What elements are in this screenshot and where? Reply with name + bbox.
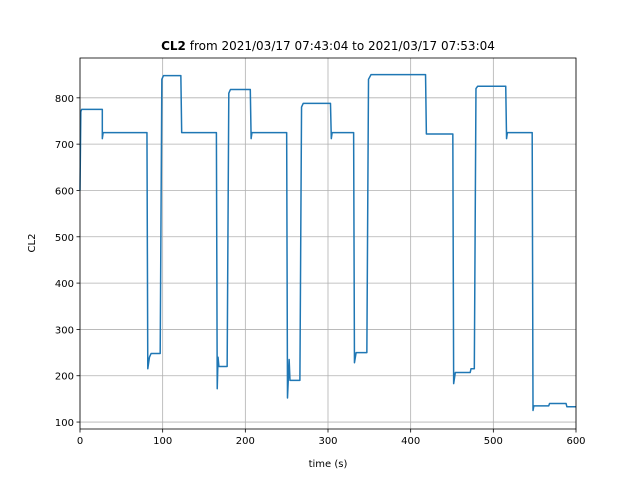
y-tick-label: 700 xyxy=(55,140,74,151)
y-tick-label: 800 xyxy=(55,94,74,105)
y-tick-label: 200 xyxy=(55,372,74,383)
x-tick-label: 100 xyxy=(153,436,172,447)
x-tick-label: 600 xyxy=(566,436,585,447)
title-bold: CL2 xyxy=(161,39,186,53)
x-tick-label: 0 xyxy=(77,436,83,447)
chart-title: CL2 from 2021/03/17 07:43:04 to 2021/03/… xyxy=(161,39,495,53)
x-tick-label: 200 xyxy=(236,436,255,447)
x-tick-label: 300 xyxy=(318,436,337,447)
y-tick-label: 400 xyxy=(55,279,74,290)
data-line xyxy=(79,73,576,412)
y-tick-label: 100 xyxy=(55,418,74,429)
y-axis-label: CL2 xyxy=(27,234,38,253)
title-rest: from 2021/03/17 07:43:04 to 2021/03/17 0… xyxy=(186,39,495,53)
y-tick-label: 600 xyxy=(55,186,74,197)
x-tick-label: 400 xyxy=(401,436,420,447)
plot-frame xyxy=(79,57,577,430)
x-tick-label: 500 xyxy=(484,436,503,447)
x-axis-label: time (s) xyxy=(309,459,348,470)
y-tick-label: 300 xyxy=(55,325,74,336)
y-tick-label: 500 xyxy=(55,233,74,244)
